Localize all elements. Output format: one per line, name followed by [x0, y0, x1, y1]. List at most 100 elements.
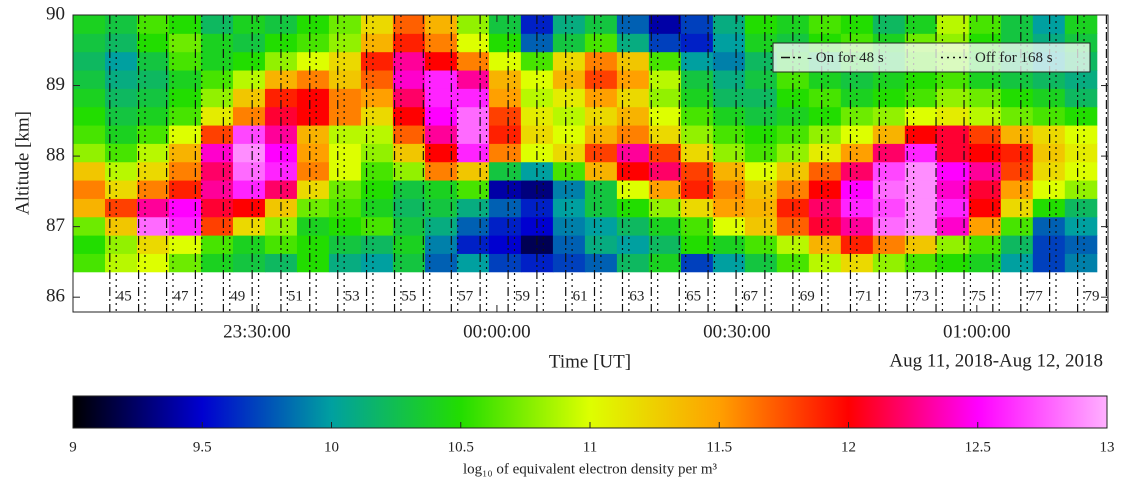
heat-cell — [456, 15, 490, 34]
heat-cell — [456, 88, 490, 108]
heat-cell — [73, 198, 106, 218]
heat-cell — [136, 51, 170, 71]
heat-cell — [552, 235, 586, 254]
heat-cell — [360, 15, 394, 34]
heat-cell — [456, 106, 490, 126]
heat-cell — [712, 15, 746, 34]
heat-cell — [1000, 253, 1034, 273]
heat-cell — [648, 216, 682, 236]
heat-cell — [360, 253, 394, 273]
heat-cell — [73, 70, 106, 89]
heat-cell — [73, 106, 106, 126]
heat-cell — [680, 253, 714, 273]
heat-cell — [936, 216, 970, 236]
heat-cell — [680, 180, 714, 199]
heat-cell — [360, 88, 394, 108]
cycle-label: 69 — [800, 288, 815, 304]
heat-cell — [584, 88, 618, 108]
heat-cell — [616, 180, 650, 199]
heat-cell — [1064, 70, 1098, 89]
heat-cell — [168, 15, 202, 34]
heat-cell — [168, 161, 202, 181]
heat-cell — [456, 253, 490, 273]
heat-cell — [904, 253, 938, 273]
heat-cell — [1032, 253, 1066, 273]
heat-cell — [616, 161, 650, 181]
heat-cell — [104, 161, 138, 181]
heat-cell — [808, 15, 842, 34]
cycle-label: 45 — [117, 288, 132, 304]
heat-cell — [616, 15, 650, 34]
heat-cell — [200, 33, 234, 53]
heat-cell — [872, 88, 906, 108]
heat-cell — [968, 253, 1002, 273]
heat-cell — [712, 161, 746, 181]
legend-label: Off for 168 s — [975, 50, 1053, 66]
heat-cell — [744, 88, 778, 108]
heat-cell — [456, 143, 490, 163]
heat-cell — [73, 161, 106, 181]
heat-cell — [136, 125, 170, 144]
heat-cell — [264, 33, 298, 53]
heat-cell — [552, 15, 586, 34]
heat-cell — [840, 143, 874, 163]
heat-cell — [488, 106, 522, 126]
heat-cell — [904, 15, 938, 34]
heat-cell — [232, 51, 266, 71]
heat-cell — [200, 70, 234, 89]
heat-cell — [1064, 180, 1098, 199]
heat-cell — [808, 180, 842, 199]
heat-cell — [744, 33, 778, 53]
heat-cell — [552, 161, 586, 181]
heat-cell — [328, 70, 362, 89]
heat-cell — [968, 180, 1002, 199]
heat-cell — [392, 33, 426, 53]
heat-cell — [616, 216, 650, 236]
heat-cell — [424, 106, 458, 126]
cycle-label: 51 — [288, 288, 303, 304]
heat-cell — [360, 161, 394, 181]
heat-cell — [936, 106, 970, 126]
heat-cell — [744, 216, 778, 236]
heat-cell — [744, 125, 778, 144]
heat-cell — [904, 198, 938, 218]
heat-cell — [648, 70, 682, 89]
heat-cell — [424, 88, 458, 108]
heat-cell — [936, 15, 970, 34]
heat-cell — [392, 51, 426, 71]
heat-cell — [872, 216, 906, 236]
heat-cell — [712, 180, 746, 199]
heat-cell — [456, 235, 490, 254]
x-tick-label: 01:00:00 — [943, 321, 1011, 342]
heat-cell — [1000, 125, 1034, 144]
heat-cell — [840, 15, 874, 34]
heat-cell — [328, 180, 362, 199]
heat-cell — [73, 125, 106, 144]
heat-cell — [712, 143, 746, 163]
heat-cell — [232, 33, 266, 53]
heat-cell — [1064, 253, 1098, 273]
heat-cell — [424, 143, 458, 163]
heat-cell — [1000, 15, 1034, 34]
heat-cell — [232, 235, 266, 254]
heat-cell — [200, 51, 234, 71]
heat-cell — [808, 125, 842, 144]
heat-cell — [392, 161, 426, 181]
heat-cell — [200, 198, 234, 218]
heat-cell — [744, 143, 778, 163]
heat-cell — [808, 198, 842, 218]
heat-cell — [73, 253, 106, 273]
heat-cell — [296, 180, 330, 199]
heat-cell — [360, 33, 394, 53]
heat-cell — [840, 106, 874, 126]
x-axis-label: Time [UT] — [549, 351, 631, 372]
heat-cell — [1064, 161, 1098, 181]
heat-cell — [808, 88, 842, 108]
heat-cell — [1032, 15, 1066, 34]
heat-cell — [552, 125, 586, 144]
cycle-label: 75 — [971, 288, 986, 304]
heat-cell — [1064, 125, 1098, 144]
heat-cell — [328, 51, 362, 71]
heat-cell — [392, 180, 426, 199]
heat-cell — [360, 180, 394, 199]
